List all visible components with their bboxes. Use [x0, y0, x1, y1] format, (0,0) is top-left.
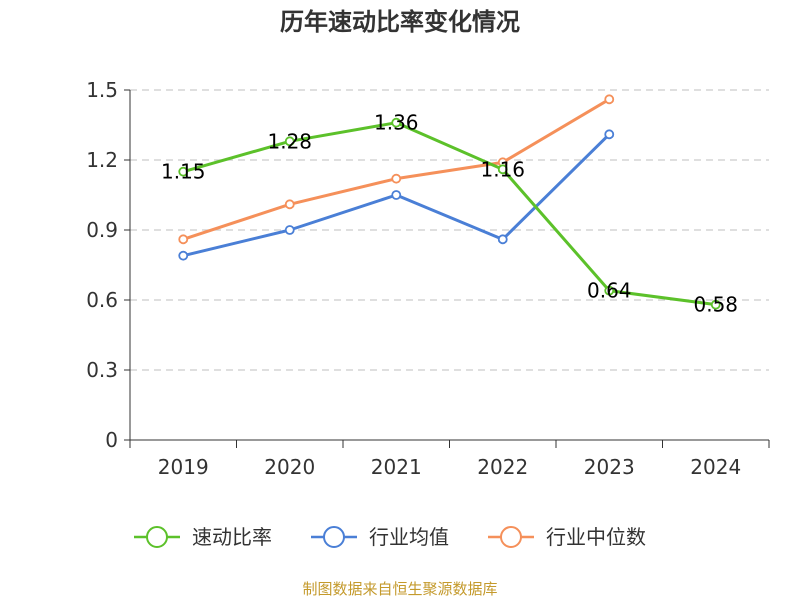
- data-point: [604, 94, 615, 105]
- data-label: 0.58: [693, 293, 738, 317]
- data-point: [604, 129, 615, 140]
- y-tick-label: 0.9: [86, 218, 118, 242]
- data-label: 1.28: [267, 129, 312, 153]
- source-note: 制图数据来自恒生聚源数据库: [302, 580, 498, 598]
- data-point: [391, 190, 402, 200]
- data-label: 0.64: [587, 279, 632, 303]
- legend-label: 行业均值: [369, 525, 449, 549]
- series-line-0: [182, 121, 716, 307]
- data-point: [710, 299, 721, 310]
- data-label: 1.15: [161, 160, 206, 184]
- legend-item[interactable]: 行业均值: [311, 525, 449, 549]
- data-point: [284, 199, 295, 210]
- data-point: [391, 117, 402, 128]
- data-point: [178, 166, 189, 177]
- axes: 0 0.3 0.6 0.9 1.2 1.5 2019 2020 2021 2022 2023 2024: [86, 78, 770, 479]
- data-point: [497, 234, 508, 245]
- data-point: [178, 250, 189, 261]
- data-point: [604, 285, 615, 296]
- y-tick-label: 1.2: [86, 148, 118, 172]
- legend-item[interactable]: 行业中位数: [488, 525, 646, 549]
- x-tick-label: 2022: [477, 455, 528, 479]
- y-tick-label: 0: [105, 428, 118, 452]
- data-label: 1.36: [374, 111, 419, 135]
- data-label: 1.16: [480, 157, 525, 181]
- data-point: [284, 225, 295, 235]
- y-tick-label: 1.5: [86, 78, 118, 102]
- data-point: [284, 136, 295, 147]
- x-tick-label: 2019: [158, 455, 209, 479]
- data-point: [391, 173, 402, 184]
- x-tick-label: 2024: [690, 455, 741, 479]
- data-point: [497, 164, 508, 175]
- chart-title: 历年速动比率变化情况: [280, 8, 520, 36]
- series-group: [178, 94, 721, 310]
- y-tick-label: 0.6: [86, 288, 118, 312]
- legend[interactable]: 速动比率 行业均值 行业中位数: [134, 525, 646, 549]
- legend-marker-icon: [323, 526, 345, 548]
- legend-item[interactable]: 速动比率: [134, 525, 272, 549]
- x-tick-label: 2020: [264, 455, 315, 479]
- data-point: [178, 234, 189, 245]
- data-labels: 1.15 1.28 1.36 1.16 0.64 0.58: [161, 111, 738, 317]
- legend-label: 行业中位数: [546, 525, 646, 549]
- y-tick-label: 0.3: [86, 358, 118, 382]
- legend-marker-icon: [146, 526, 168, 548]
- legend-marker-icon: [500, 526, 522, 548]
- x-tick-label: 2021: [371, 455, 422, 479]
- gridlines: [130, 89, 769, 371]
- x-tick-label: 2023: [584, 455, 635, 479]
- legend-label: 速动比率: [192, 525, 272, 549]
